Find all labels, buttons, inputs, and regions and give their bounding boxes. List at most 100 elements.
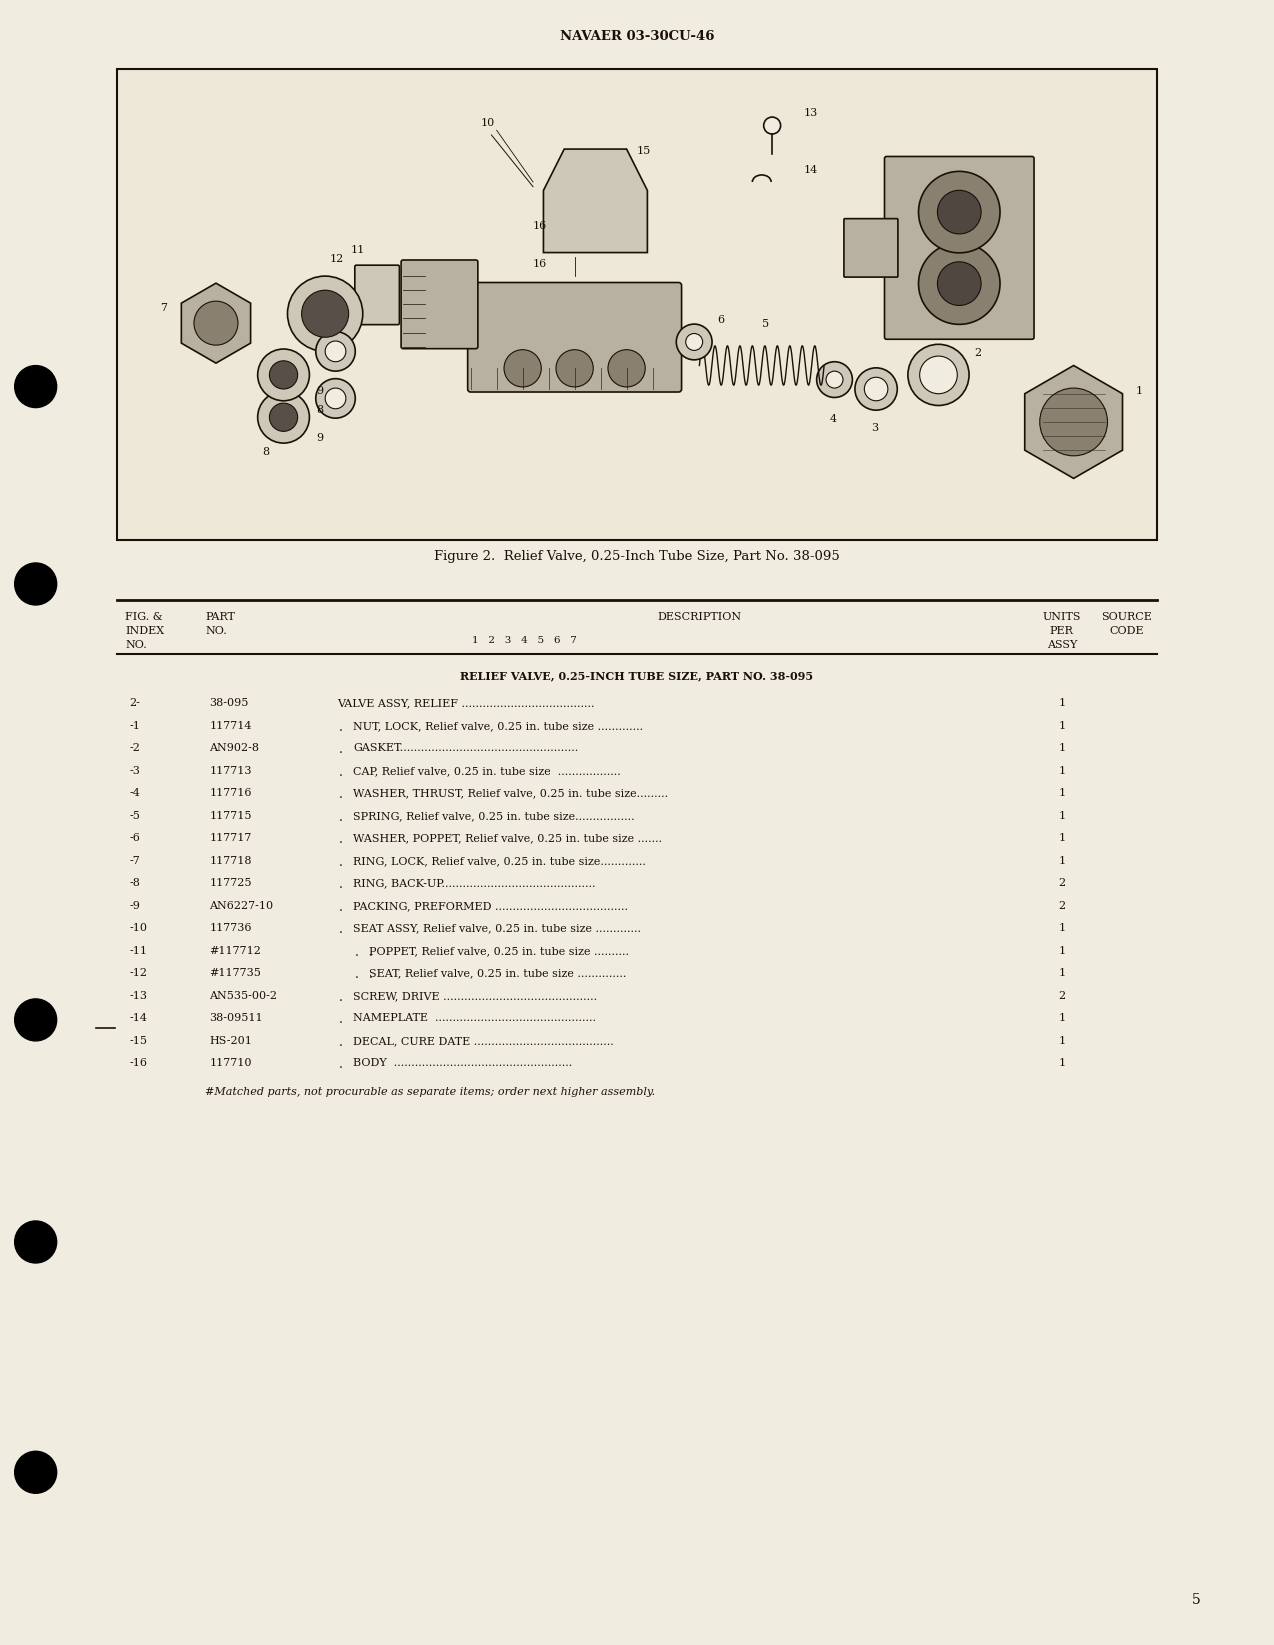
Polygon shape [1024, 365, 1122, 479]
Text: 2: 2 [973, 349, 981, 359]
Text: #117735: #117735 [209, 969, 261, 979]
Text: .: . [369, 969, 373, 982]
Text: 117717: 117717 [209, 834, 251, 844]
Text: -13: -13 [129, 990, 148, 1000]
Text: RING, LOCK, Relief valve, 0.25 in. tube size.............: RING, LOCK, Relief valve, 0.25 in. tube … [353, 855, 646, 865]
Text: .: . [339, 767, 343, 780]
Text: AN6227-10: AN6227-10 [209, 901, 274, 911]
Text: .: . [339, 811, 343, 824]
Text: -12: -12 [129, 969, 148, 979]
FancyBboxPatch shape [468, 283, 682, 392]
Text: 4: 4 [829, 415, 837, 424]
Text: FIG. &: FIG. & [125, 612, 163, 622]
Text: .: . [369, 946, 373, 959]
Circle shape [555, 350, 594, 387]
FancyBboxPatch shape [843, 219, 898, 276]
Text: 1: 1 [1059, 699, 1065, 709]
Text: 3: 3 [871, 423, 879, 433]
Text: PACKING, PREFORMED ......................................: PACKING, PREFORMED .....................… [353, 901, 628, 911]
Text: .: . [355, 946, 359, 959]
Text: BODY  ...................................................: BODY ...................................… [353, 1058, 572, 1068]
Circle shape [908, 344, 970, 405]
Text: -1: -1 [129, 721, 140, 730]
Circle shape [685, 334, 703, 350]
Text: NAVAER 03-30CU-46: NAVAER 03-30CU-46 [559, 30, 715, 43]
Text: 2: 2 [1059, 990, 1065, 1000]
Circle shape [15, 999, 56, 1041]
Text: -8: -8 [129, 878, 140, 888]
Circle shape [855, 368, 897, 410]
Circle shape [1040, 388, 1107, 456]
Text: 38-09511: 38-09511 [209, 1013, 262, 1023]
FancyBboxPatch shape [884, 156, 1034, 339]
Text: 9: 9 [317, 433, 324, 443]
Text: .: . [339, 1036, 343, 1050]
Text: 117715: 117715 [209, 811, 252, 821]
Text: POPPET, Relief valve, 0.25 in. tube size ..........: POPPET, Relief valve, 0.25 in. tube size… [369, 946, 629, 956]
Circle shape [316, 332, 355, 372]
Circle shape [938, 191, 981, 234]
Text: 2-: 2- [129, 699, 140, 709]
Text: -9: -9 [129, 901, 140, 911]
Text: 2: 2 [1059, 901, 1065, 911]
Text: .: . [339, 1013, 343, 1026]
Circle shape [920, 355, 957, 393]
Circle shape [919, 243, 1000, 324]
Circle shape [919, 171, 1000, 253]
Circle shape [864, 377, 888, 401]
Text: SEAT ASSY, Relief valve, 0.25 in. tube size .............: SEAT ASSY, Relief valve, 0.25 in. tube s… [353, 923, 641, 933]
Text: 117725: 117725 [209, 878, 252, 888]
Text: .: . [339, 721, 343, 734]
Text: RELIEF VALVE, 0.25-INCH TUBE SIZE, PART NO. 38-095: RELIEF VALVE, 0.25-INCH TUBE SIZE, PART … [460, 671, 814, 681]
Circle shape [316, 378, 355, 418]
Text: 5: 5 [1191, 1592, 1200, 1607]
Circle shape [325, 388, 345, 408]
Text: SCREW, DRIVE ............................................: SCREW, DRIVE ...........................… [353, 990, 598, 1000]
Circle shape [269, 360, 298, 388]
Circle shape [15, 1451, 56, 1494]
Text: -2: -2 [129, 744, 140, 753]
Polygon shape [544, 150, 647, 253]
Text: 117718: 117718 [209, 855, 252, 865]
Circle shape [269, 403, 298, 431]
Text: 117714: 117714 [209, 721, 252, 730]
Text: .: . [339, 834, 343, 847]
Bar [117, 69, 1157, 540]
Text: DECAL, CURE DATE ........................................: DECAL, CURE DATE .......................… [353, 1036, 614, 1046]
Text: .: . [339, 901, 343, 915]
Text: .: . [339, 855, 343, 869]
Circle shape [15, 365, 56, 408]
Text: AN535-00-2: AN535-00-2 [209, 990, 278, 1000]
Text: .: . [339, 990, 343, 1003]
Text: 1: 1 [1059, 1058, 1065, 1068]
Text: 1: 1 [1059, 855, 1065, 865]
Text: RING, BACK-UP............................................: RING, BACK-UP...........................… [353, 878, 596, 888]
FancyBboxPatch shape [355, 265, 399, 324]
Text: 38-095: 38-095 [209, 699, 248, 709]
Text: DESCRIPTION: DESCRIPTION [657, 612, 741, 622]
Text: .: . [339, 788, 343, 801]
Text: 14: 14 [804, 164, 818, 174]
Circle shape [826, 372, 843, 388]
Text: -3: -3 [129, 767, 140, 776]
Text: -4: -4 [129, 788, 140, 798]
Circle shape [257, 392, 310, 443]
Text: VALVE ASSY, RELIEF ......................................: VALVE ASSY, RELIEF .....................… [338, 699, 595, 709]
Text: 1: 1 [1059, 946, 1065, 956]
Circle shape [608, 350, 645, 387]
Text: .: . [339, 744, 343, 757]
Text: 12: 12 [330, 253, 344, 263]
Text: 8: 8 [262, 447, 270, 457]
Text: 13: 13 [804, 109, 818, 118]
Text: Figure 2.  Relief Valve, 0.25-Inch Tube Size, Part No. 38-095: Figure 2. Relief Valve, 0.25-Inch Tube S… [434, 549, 840, 563]
Circle shape [288, 276, 363, 352]
Text: -11: -11 [129, 946, 148, 956]
Text: #Matched parts, not procurable as separate items; order next higher assembly.: #Matched parts, not procurable as separa… [205, 1087, 655, 1097]
Circle shape [938, 262, 981, 306]
Text: CAP, Relief valve, 0.25 in. tube size  ..................: CAP, Relief valve, 0.25 in. tube size ..… [353, 767, 620, 776]
Text: GASKET...................................................: GASKET..................................… [353, 744, 578, 753]
Text: 1: 1 [1059, 923, 1065, 933]
Text: .: . [339, 1058, 343, 1071]
Text: UNITS: UNITS [1042, 612, 1082, 622]
Circle shape [15, 563, 56, 605]
